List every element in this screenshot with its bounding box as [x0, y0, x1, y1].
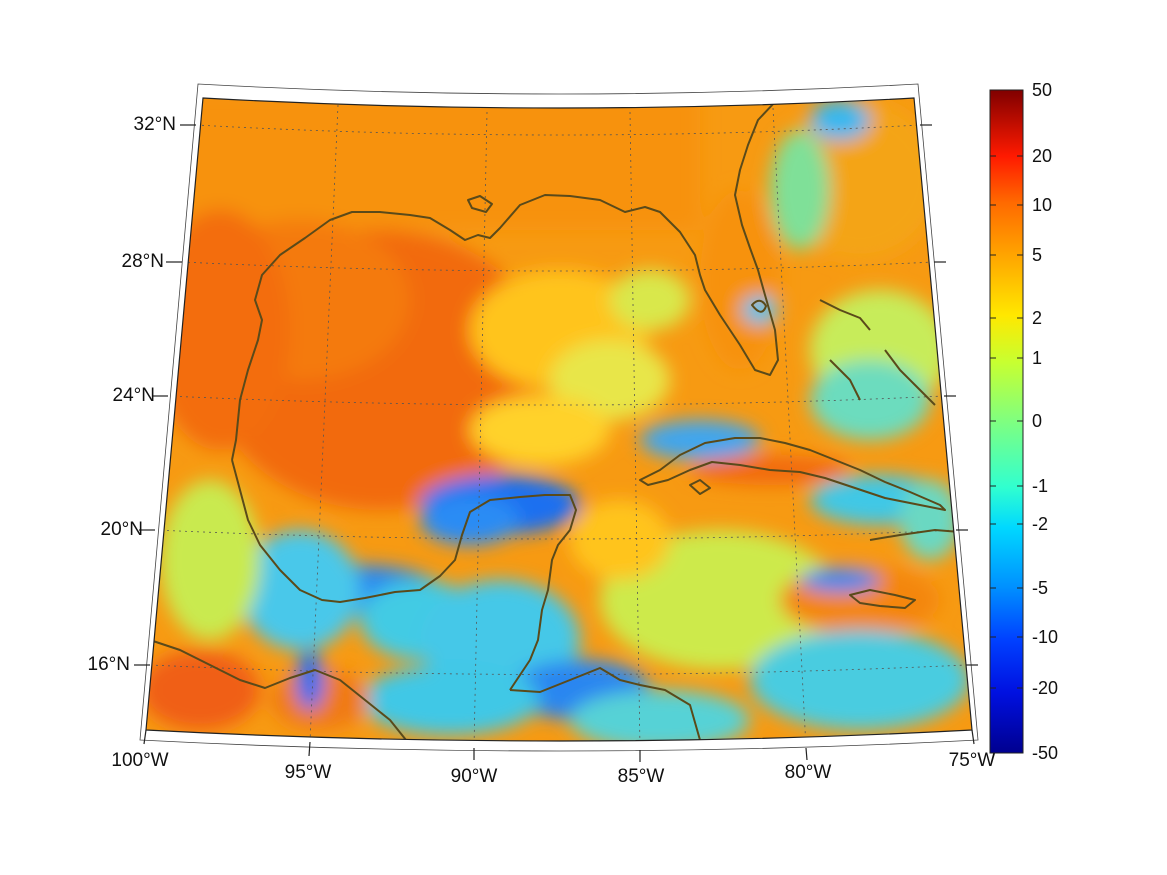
colorbar-label: 10	[1032, 195, 1052, 215]
colorbar-label: -5	[1032, 578, 1048, 598]
colorbar-label: -2	[1032, 514, 1048, 534]
lat-label-20: 20°N	[101, 519, 143, 540]
colorbar-label: 0	[1032, 411, 1042, 431]
colorbar-label: -20	[1032, 678, 1058, 698]
map-outer-frame	[139, 83, 979, 752]
lon-label-85: 85°W	[618, 766, 665, 787]
colorbar-ticks	[990, 89, 1023, 754]
lon-label-95: 95°W	[285, 762, 332, 783]
lat-label-32: 32°N	[134, 114, 176, 135]
graticule	[149, 104, 967, 741]
lon-label-100: 100°W	[111, 750, 168, 771]
colorbar-label: 5	[1032, 245, 1042, 265]
colorbar-label: 1	[1032, 348, 1042, 368]
map-frame	[145, 97, 973, 742]
colorbar-label: 50	[1032, 80, 1052, 100]
lat-label-24: 24°N	[113, 385, 155, 406]
data-field	[146, 98, 972, 741]
lon-label-80: 80°W	[785, 762, 832, 783]
colorbar-label: -10	[1032, 627, 1058, 647]
tick-marks	[134, 124, 978, 762]
colorbar-label: 2	[1032, 308, 1042, 328]
lat-label-28: 28°N	[122, 251, 164, 272]
colorbar-label: 20	[1032, 146, 1052, 166]
colorbar-label: -1	[1032, 476, 1048, 496]
latitude-labels: 32°N 28°N 24°N 20°N 16°N	[88, 114, 176, 675]
coastlines	[149, 101, 961, 741]
lon-label-90: 90°W	[451, 766, 498, 787]
lon-label-75: 75°W	[949, 750, 996, 771]
colorbar-label: -50	[1032, 743, 1058, 763]
longitude-labels: 100°W 95°W 90°W 85°W 80°W 75°W	[111, 750, 995, 787]
lat-label-16: 16°N	[88, 654, 130, 675]
